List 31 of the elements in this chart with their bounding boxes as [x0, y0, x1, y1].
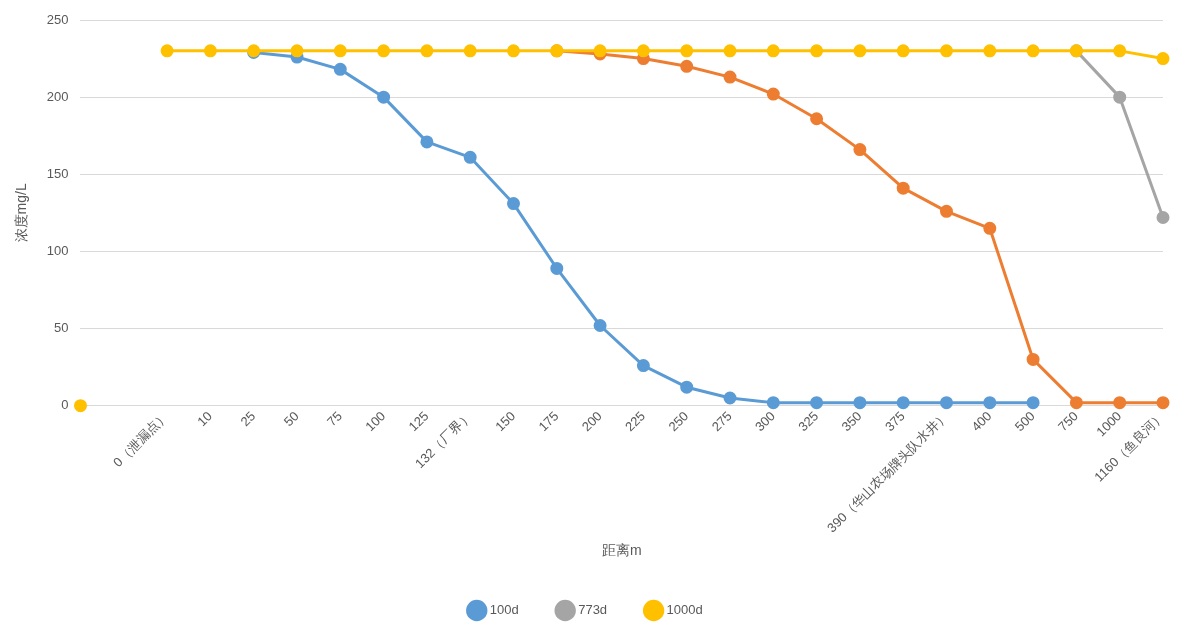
- x-tick-label: 500: [1011, 408, 1038, 435]
- x-axis-title: 距离m: [601, 542, 642, 559]
- x-tick-label: 375: [881, 408, 908, 435]
- y-tick-label: 250: [46, 11, 69, 27]
- x-tick-label: 400: [968, 408, 995, 435]
- y-tick-label: 200: [46, 88, 69, 104]
- y-tick-label: 100: [46, 243, 69, 259]
- y-tick-label: 0: [61, 397, 69, 413]
- x-tick-label: 150: [492, 408, 519, 435]
- x-tick-label: 25: [237, 408, 259, 430]
- x-tick-label: 275: [708, 408, 735, 435]
- y-tick-label: 50: [54, 320, 69, 336]
- legend-label: 773d: [578, 602, 608, 618]
- x-tick-label: 10: [194, 408, 216, 430]
- x-tick-label: 75: [324, 408, 345, 430]
- x-tick-label: 175: [535, 408, 562, 435]
- x-tick-label: 750: [1055, 408, 1082, 435]
- x-tick-label: 250: [665, 408, 692, 435]
- y-axis-title: 浓度mg/L: [13, 183, 30, 243]
- x-tick-label: 225: [622, 408, 649, 435]
- y-tick-label: 150: [46, 165, 69, 181]
- x-tick-label: 0（泄漏点）: [110, 408, 172, 470]
- legend-label: 100d: [489, 602, 519, 618]
- x-tick-label: 350: [838, 408, 865, 435]
- x-tick-label: 325: [795, 408, 822, 435]
- x-tick-label: 200: [578, 408, 605, 435]
- x-tick-label: 125: [405, 408, 432, 435]
- x-tick-label: 100: [362, 408, 389, 435]
- x-tick-label: 50: [280, 408, 302, 430]
- legend-label: 1000d: [666, 602, 703, 618]
- x-tick-label: 300: [751, 408, 778, 435]
